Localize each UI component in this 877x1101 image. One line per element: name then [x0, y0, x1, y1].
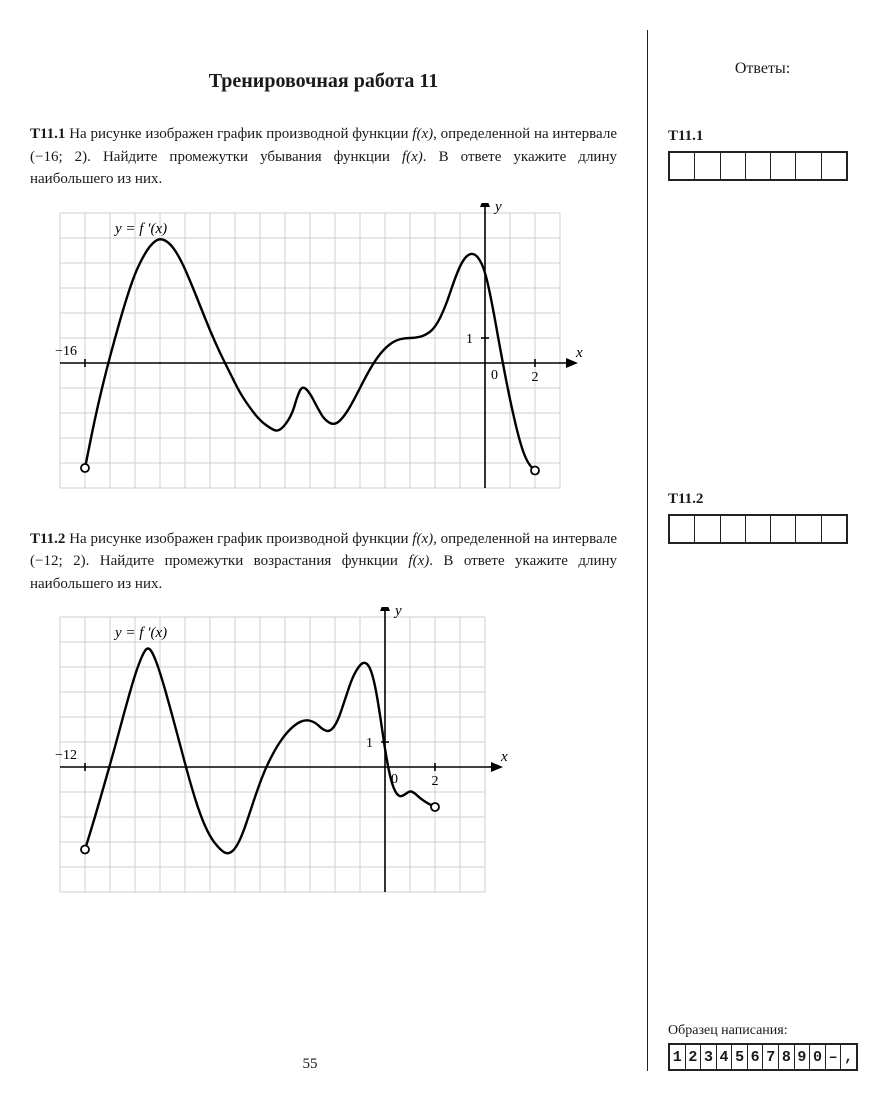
text-fragment: . Найдите промежутки убывания функции: [87, 149, 402, 165]
text-fragment: . Найдите промежутки возрастания функции: [86, 553, 409, 569]
answer-label: Т11.2: [668, 491, 857, 508]
svg-text:y: y: [393, 607, 402, 619]
chart-t11-2: yx102−12y = f ′(x): [30, 607, 617, 902]
problem-t11-1: Т11.1 На рисунке изображен график произв…: [30, 123, 617, 191]
page-number: 55: [0, 1056, 620, 1073]
svg-text:2: 2: [532, 370, 539, 385]
svg-text:y = f ′(x): y = f ′(x): [113, 221, 167, 237]
svg-text:x: x: [575, 345, 583, 361]
svg-text:1: 1: [466, 332, 473, 347]
svg-text:y = f ′(x): y = f ′(x): [113, 625, 167, 641]
problem-text: Т11.1 На рисунке изображен график произв…: [30, 123, 617, 191]
text-fragment: , определенной на интервале: [433, 531, 617, 547]
problem-number: Т11.1: [30, 126, 65, 142]
text-fragment: На рисунке изображен график производной …: [65, 126, 412, 142]
problem-number: Т11.2: [30, 531, 65, 547]
answer-block-t11-2: Т11.2: [668, 491, 857, 544]
answer-block-t11-1: Т11.1: [668, 128, 857, 181]
svg-text:2: 2: [432, 774, 439, 789]
page-title: Тренировочная работа 11: [30, 70, 617, 93]
problem-text: Т11.2 На рисунке изображен график произв…: [30, 528, 617, 596]
text-fragment: , определенной на интервале: [433, 126, 617, 142]
math-fn: f(x): [412, 531, 433, 547]
svg-text:0: 0: [491, 368, 498, 383]
math-interval: (−12; 2): [30, 553, 86, 569]
chart-t11-1: y x 1 0 2 −16 y = f ′(x): [30, 203, 617, 498]
svg-text:y: y: [493, 203, 502, 215]
math-fn: f(x): [402, 149, 423, 165]
sample-label: Образец написания:: [668, 1023, 857, 1039]
svg-text:1: 1: [366, 736, 373, 751]
svg-text:−12: −12: [55, 748, 77, 763]
svg-text:−16: −16: [55, 344, 77, 359]
problem-t11-2: Т11.2 На рисунке изображен график произв…: [30, 528, 617, 596]
answer-input-boxes[interactable]: [668, 514, 848, 544]
math-fn: f(x): [408, 553, 429, 569]
math-fn: f(x): [412, 126, 433, 142]
sample-writing-block: Образец написания: 1234567890–,: [668, 1023, 857, 1071]
answer-label: Т11.1: [668, 128, 857, 145]
text-fragment: На рисунке изображен график производной …: [65, 531, 412, 547]
math-interval: (−16; 2): [30, 149, 87, 165]
answers-heading: Ответы:: [668, 60, 857, 78]
answer-input-boxes[interactable]: [668, 151, 848, 181]
sample-boxes: 1234567890–,: [668, 1043, 858, 1071]
svg-text:x: x: [500, 749, 508, 765]
